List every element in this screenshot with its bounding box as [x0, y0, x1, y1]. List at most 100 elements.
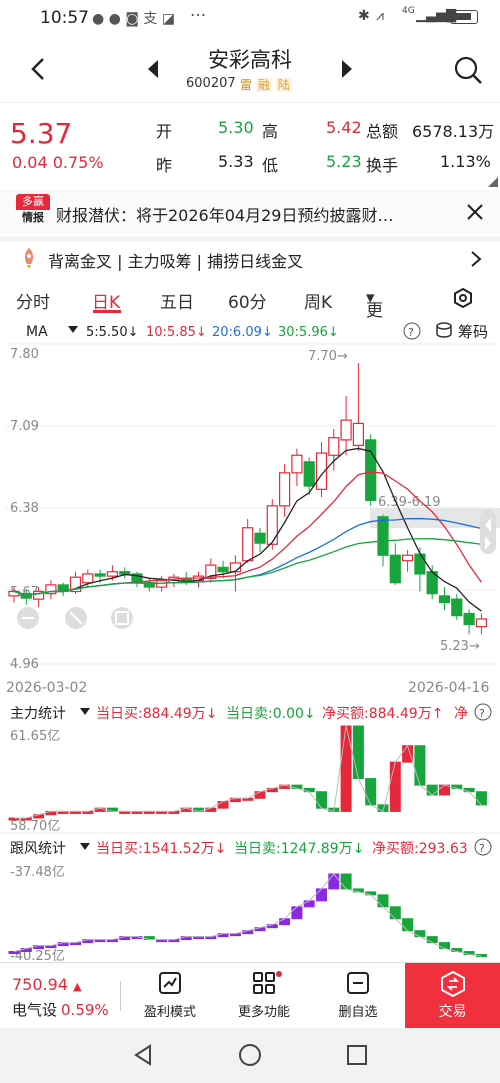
flow-bar [439, 784, 450, 796]
price-change: 0.04 0.75% [12, 153, 104, 172]
stock-badges: 雷 融 陆 [240, 76, 292, 93]
more-functions-button[interactable]: 更多功能 [232, 971, 296, 1020]
settings-icon[interactable] [453, 288, 473, 308]
candle [463, 609, 475, 635]
drawer-handle-icon[interactable] [480, 510, 496, 554]
max-price-label: 7.70→ [308, 349, 348, 364]
tab-weekly[interactable]: 周K [304, 293, 333, 313]
flow-bar [402, 745, 414, 763]
status-bar: 10:57 ● ● ◙ 支 ◪ ··· ✱ ⩘ 4G ▁▃▅▇ [0, 0, 500, 36]
candle [340, 395, 352, 456]
flow-bar [254, 791, 266, 799]
back-icon[interactable] [28, 56, 48, 82]
candle [389, 543, 401, 585]
flow-bar [291, 906, 303, 920]
nav-recents-icon[interactable] [346, 1044, 368, 1066]
fullscreen-icon[interactable] [111, 607, 133, 629]
follow-flow-help-icon[interactable]: ? [474, 838, 492, 856]
chart-trend-icon [159, 972, 181, 994]
y-label-1: 7.80 [10, 347, 39, 362]
index-value[interactable]: 750.94 ▲ [12, 975, 82, 994]
candle [291, 448, 303, 487]
flow-bar [414, 745, 426, 786]
badge-lu: 陆 [275, 78, 292, 92]
chip-label[interactable]: 筹码 [458, 323, 488, 341]
signal-banner[interactable]: 背离金叉 | 主力吸筹 | 捕捞日线金叉 [0, 236, 500, 274]
search-icon[interactable] [452, 54, 484, 86]
main-flow-ytop: 61.65亿 [10, 729, 60, 744]
help-icon[interactable]: ? [403, 322, 421, 340]
flow-bar [340, 873, 352, 890]
candle [242, 518, 254, 563]
zoom-in-icon[interactable] [65, 607, 87, 629]
nav-back-icon[interactable] [132, 1044, 154, 1066]
flow-bar [303, 900, 315, 908]
trade-button[interactable]: 交易 [405, 963, 500, 1029]
tab-daily[interactable]: 日K [92, 293, 121, 313]
main-flow-buy: 当日买:884.49万↓ [96, 706, 217, 722]
flow-line [13, 873, 482, 957]
date-start: 2026-03-02 [6, 680, 87, 696]
follow-flow-ytop: -37.48亿 [10, 865, 65, 880]
chevron-right-icon[interactable] [470, 250, 482, 268]
flow-bar [475, 791, 487, 806]
candle [451, 593, 463, 621]
close-icon[interactable] [466, 203, 484, 221]
index-name[interactable]: 电气设 0.59% [12, 1001, 109, 1019]
high-value: 5.42 [326, 118, 362, 137]
tab-intraday[interactable]: 分时 [16, 293, 50, 313]
flow-bar [414, 930, 426, 938]
high-label: 高 [262, 122, 279, 141]
tab-60min[interactable]: 60分 [228, 293, 267, 313]
ma-selector[interactable]: MA [26, 324, 48, 340]
candle [131, 571, 143, 588]
badge-lei: 雷 [240, 78, 253, 92]
bluetooth-icon: ✱ [358, 8, 370, 24]
candle [229, 555, 241, 592]
prev-stock-icon[interactable] [148, 60, 160, 78]
flow-bar [328, 873, 340, 890]
follow-flow-buy: 当日买:1541.52万↓ [96, 841, 226, 857]
candle [8, 587, 20, 603]
tab-more[interactable]: 更多 ▾ [366, 288, 383, 346]
gap-zone [370, 508, 500, 528]
zoom-out-icon[interactable] [17, 607, 39, 629]
flow-bar [8, 951, 20, 955]
candle [365, 434, 377, 506]
badge-rong: 融 [255, 78, 272, 92]
status-time: 10:57 [40, 8, 89, 28]
candle [475, 613, 487, 635]
chip-icon[interactable] [436, 322, 452, 338]
candle [402, 549, 414, 572]
prev-label: 昨 [156, 156, 173, 175]
flow-bar [389, 906, 401, 920]
ma10-value: 10:5.85↓ [146, 325, 207, 340]
nav-home-icon[interactable] [238, 1043, 262, 1067]
next-stock-icon[interactable] [340, 60, 352, 78]
stock-header: 安彩高科 600207 雷 融 陆 [0, 36, 500, 102]
turnover-label: 换手 [366, 156, 399, 175]
kline-chart-area[interactable]: MA 5:5.50↓ 10:5.85↓ 20:6.09↓ 30:5.96↓ ? … [0, 318, 500, 962]
ma5-value: 5:5.50↓ [86, 325, 139, 340]
tab-five-day[interactable]: 五日 [160, 293, 194, 313]
follow-flow-net: 净买额:293.63 [372, 841, 468, 857]
candlesticks [8, 362, 487, 635]
news-banner[interactable]: 多赢 情报 财报潜伏：将于2026年04月29日预约披露财… [0, 190, 500, 234]
grid-icon [253, 972, 275, 994]
stock-title: 安彩高科 [208, 48, 292, 72]
prev-value: 5.33 [218, 152, 254, 171]
svg-text:?: ? [479, 842, 485, 855]
flow-bar [439, 942, 450, 950]
remove-watchlist-button[interactable]: 删自选 [330, 971, 386, 1020]
trade-icon [440, 970, 465, 998]
flow-bar [389, 761, 401, 812]
flow-bar [352, 725, 364, 780]
follow-flow-ybottom: -40.25亿 [10, 949, 65, 962]
main-flow-help-icon[interactable]: ? [474, 703, 492, 721]
profit-mode-button[interactable]: 盈利模式 [140, 971, 200, 1020]
main-flow-net: 净买额:884.49万↑ [322, 706, 443, 722]
candle [303, 457, 315, 495]
expand-corner-icon[interactable] [488, 177, 498, 187]
ma30-value: 30:5.96↓ [278, 325, 339, 340]
main-flow-bars [8, 725, 487, 821]
